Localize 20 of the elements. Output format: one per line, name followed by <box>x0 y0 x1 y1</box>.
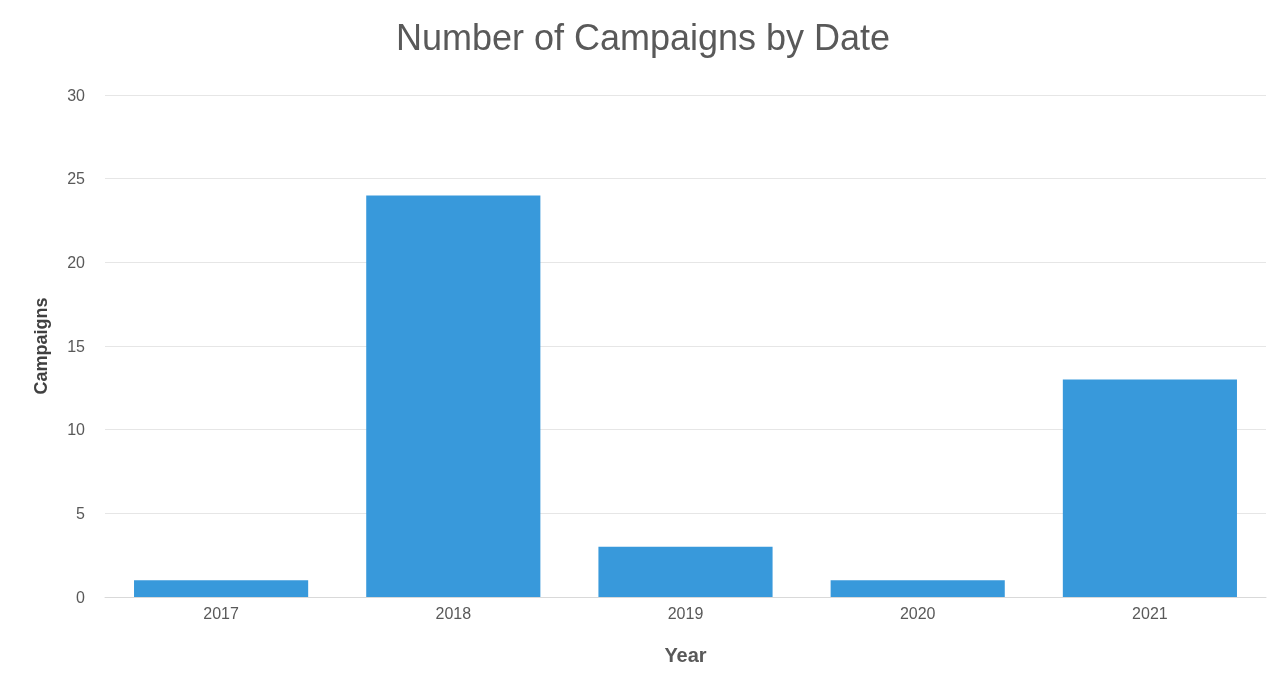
bar <box>134 580 309 597</box>
chart-title: Number of Campaigns by Date <box>395 16 891 58</box>
y-tick-label: 30 <box>67 86 86 104</box>
x-tick-label: 2018 <box>435 604 472 622</box>
y-tick-label: 15 <box>67 337 86 355</box>
x-tick-label: 2020 <box>899 604 936 622</box>
bar <box>598 546 773 597</box>
x-tick-label: 2019 <box>667 604 704 622</box>
x-tick-label: 2017 <box>203 604 239 622</box>
y-tick-label: 25 <box>67 170 86 188</box>
y-tick-label: 0 <box>76 588 86 606</box>
x-axis-title: Year <box>664 644 707 666</box>
y-tick-label: 10 <box>67 421 86 439</box>
bar <box>366 195 541 597</box>
bar <box>830 580 1005 597</box>
y-axis-title: Campaigns <box>31 297 51 395</box>
bar <box>1062 379 1237 597</box>
y-tick-label: 20 <box>67 253 86 271</box>
x-tick-label: 2021 <box>1132 604 1168 622</box>
y-tick-label: 5 <box>76 504 86 522</box>
